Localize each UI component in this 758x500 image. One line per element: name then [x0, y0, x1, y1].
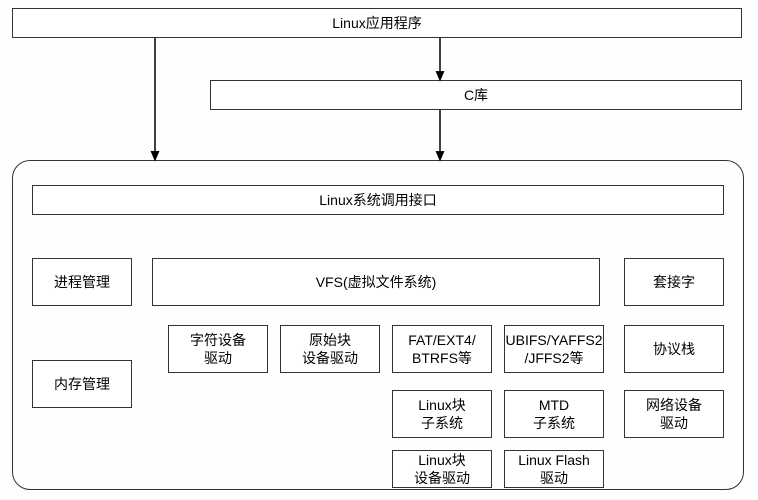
box-proto: 协议栈	[624, 325, 724, 373]
box-blockdrv: Linux块设备驱动	[392, 450, 492, 488]
box-netdev: 网络设备驱动	[624, 390, 724, 438]
box-syscall: Linux系统调用接口	[32, 185, 724, 215]
box-flashdrv: Linux Flash驱动	[504, 450, 604, 488]
box-vfs: VFS(虚拟文件系统)	[152, 258, 600, 306]
box-mtd: MTD子系统	[504, 390, 604, 438]
box-blocksub: Linux块子系统	[392, 390, 492, 438]
box-proc: 进程管理	[32, 258, 132, 306]
box-clib: C库	[210, 80, 742, 110]
box-socket: 套接字	[624, 258, 724, 306]
box-app: Linux应用程序	[12, 8, 742, 38]
box-fatfs: FAT/EXT4/BTRFS等	[392, 325, 492, 373]
box-rawblk: 原始块设备驱动	[280, 325, 380, 373]
box-ubifs: UBIFS/YAFFS2/JFFS2等	[504, 325, 604, 373]
box-chardev: 字符设备驱动	[168, 325, 268, 373]
box-mem: 内存管理	[32, 360, 132, 408]
